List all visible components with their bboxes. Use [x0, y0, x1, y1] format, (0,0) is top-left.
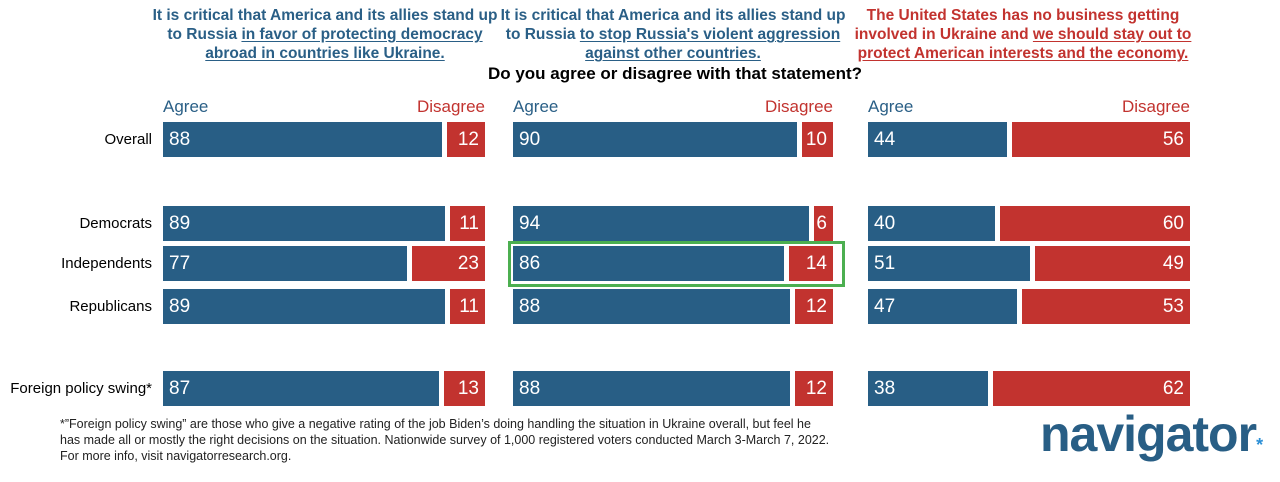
footnote-line: *”Foreign policy swing” are those who gi…: [60, 417, 811, 431]
agree-bar: 88: [513, 289, 790, 324]
row-label: Independents: [61, 255, 152, 272]
row-label: Republicans: [69, 298, 152, 315]
footnote: *”Foreign policy swing” are those who gi…: [60, 416, 1000, 464]
disagree-bar: 11: [450, 289, 485, 324]
agree-bar: 87: [163, 371, 439, 406]
disagree-bar: 53: [1022, 289, 1190, 324]
disagree-bar: 14: [789, 246, 833, 281]
statement-title: It is critical that America and its alli…: [145, 6, 505, 63]
row-label: Foreign policy swing*: [10, 380, 152, 397]
statement-emphasis: to stop Russia's violent aggression agai…: [579, 26, 841, 62]
agree-bar: 94: [513, 206, 809, 241]
disagree-bar: 11: [450, 206, 485, 241]
logo-asterisk-icon: *: [1256, 435, 1263, 455]
statement-title: It is critical that America and its alli…: [493, 6, 853, 63]
agree-bar: 90: [513, 122, 797, 157]
agree-bar: 77: [163, 246, 407, 281]
agree-bar: 51: [868, 246, 1030, 281]
statement-title: The United States has no business gettin…: [843, 6, 1203, 63]
disagree-bar: 60: [1000, 206, 1190, 241]
disagree-bar: 56: [1012, 122, 1190, 157]
agree-bar: 88: [163, 122, 442, 157]
agree-bar: 86: [513, 246, 784, 281]
disagree-bar: 12: [447, 122, 485, 157]
agree-bar: 89: [163, 206, 445, 241]
statement-emphasis: we should stay out to protect American i…: [857, 26, 1192, 62]
row-label: Overall: [104, 131, 152, 148]
navigator-logo: navigator*: [1040, 406, 1263, 462]
agree-bar: 38: [868, 371, 988, 406]
disagree-header: Disagree: [1121, 97, 1190, 116]
disagree-bar: 62: [993, 371, 1190, 406]
disagree-bar: 12: [795, 371, 833, 406]
footnote-line: For more info, visit navigatorresearch.o…: [60, 449, 292, 463]
disagree-bar: 12: [795, 289, 833, 324]
disagree-header: Disagree: [416, 97, 485, 116]
agree-bar: 44: [868, 122, 1007, 157]
disagree-bar: 10: [802, 122, 833, 157]
statement-text: It is critical that America and its alli…: [152, 7, 498, 43]
statement-text: It is critical that America and its alli…: [500, 7, 846, 43]
disagree-bar: 23: [412, 246, 485, 281]
question-text: Do you agree or disagree with that state…: [487, 64, 863, 83]
statement-emphasis: in favor of protecting democracy abroad …: [205, 26, 483, 62]
agree-header: Agree: [868, 97, 914, 116]
disagree-bar: 6: [814, 206, 833, 241]
agree-bar: 89: [163, 289, 445, 324]
row-label: Democrats: [79, 215, 152, 232]
agree-header: Agree: [513, 97, 559, 116]
footnote-line: has made all or mostly the right decisio…: [60, 433, 830, 447]
highlight-box: [508, 241, 845, 287]
agree-header: Agree: [163, 97, 209, 116]
statement-text: The United States has no business gettin…: [854, 7, 1180, 43]
disagree-header: Disagree: [764, 97, 833, 116]
disagree-bar: 13: [444, 371, 485, 406]
disagree-bar: 49: [1035, 246, 1190, 281]
agree-bar: 88: [513, 371, 790, 406]
agree-bar: 47: [868, 289, 1017, 324]
agree-bar: 40: [868, 206, 995, 241]
